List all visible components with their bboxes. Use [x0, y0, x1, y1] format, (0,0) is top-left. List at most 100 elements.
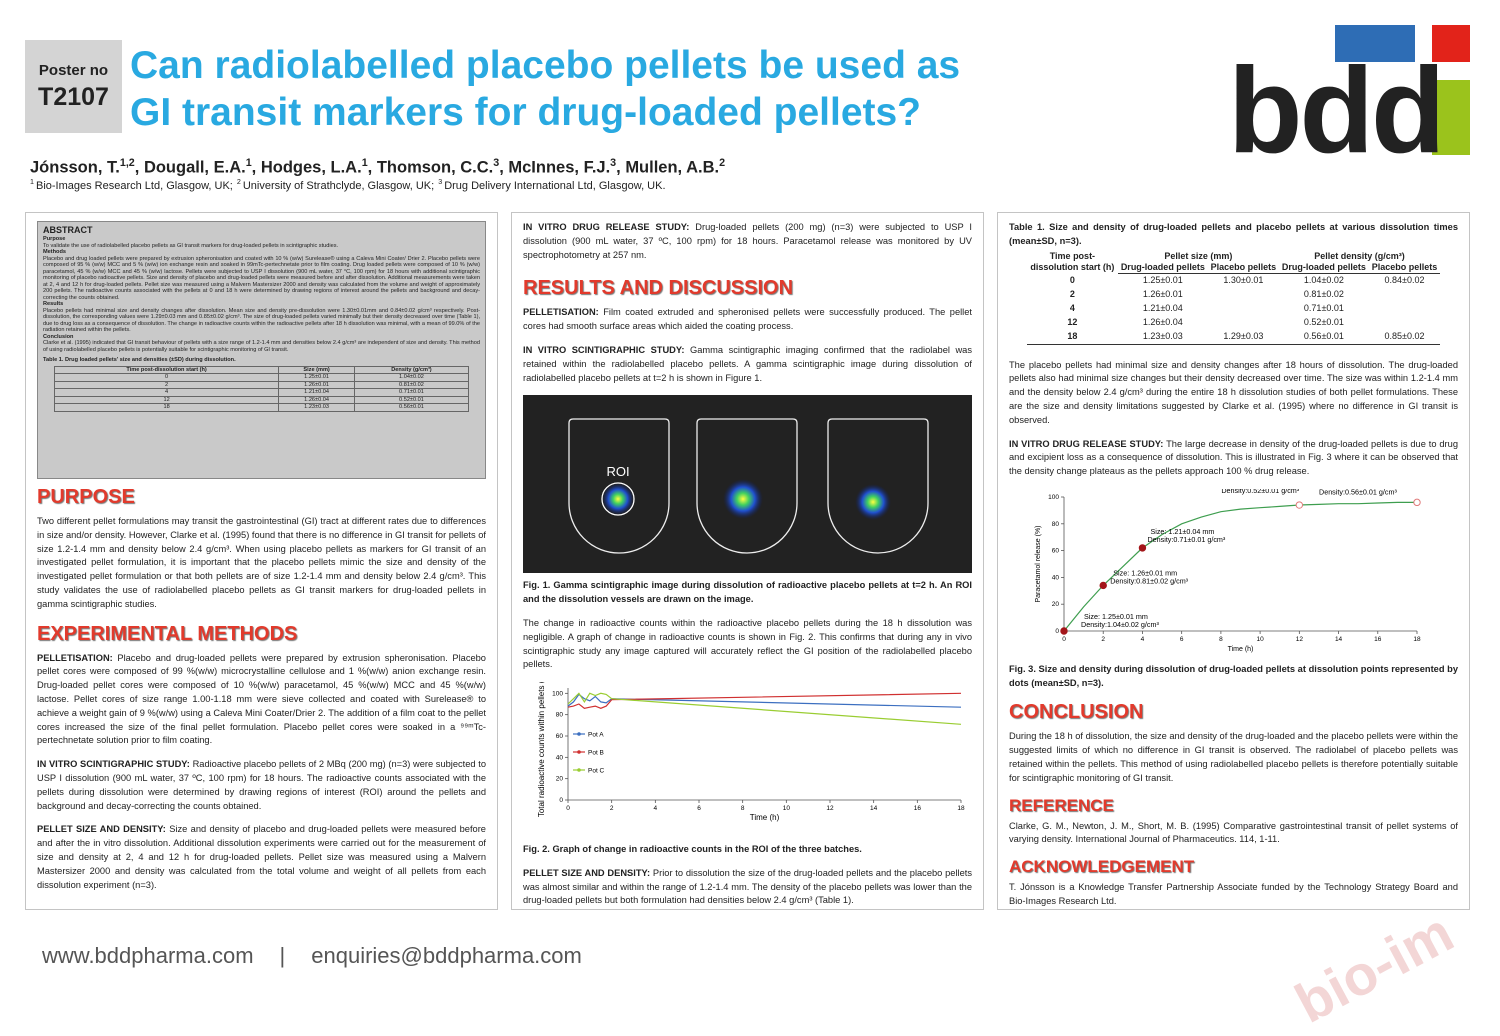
table-row: 4 1.21±0.04 0.71±0.01 — [1027, 302, 1440, 316]
legend-label: Pot C — [588, 768, 605, 775]
table-header-cell: Size (mm) — [278, 365, 355, 374]
paragraph-label: PELLET SIZE AND DENSITY: — [37, 824, 166, 835]
paragraph: PELLETISATION: Film coated extruded and … — [523, 306, 972, 334]
table-cell: 1.26±0.01 — [278, 380, 355, 389]
legend-marker — [577, 732, 581, 736]
legend-label: Pot B — [588, 750, 604, 757]
x-tick-label: 12 — [1296, 636, 1304, 643]
dissolution-point — [1060, 627, 1068, 635]
section-heading: EXPERIMENTAL METHODS — [37, 622, 298, 645]
logo-block-green — [1432, 80, 1470, 155]
column-middle: IN VITRO DRUG RELEASE STUDY: Drug-loaded… — [511, 212, 984, 910]
pellet-signal — [602, 483, 634, 516]
table-subheader-cell: Drug-loaded pellets — [1117, 261, 1208, 274]
vessel — [696, 418, 798, 554]
vessel — [568, 418, 670, 554]
y-tick-label: 20 — [1052, 601, 1060, 608]
y-tick-label: 60 — [556, 733, 564, 740]
abstract: ABSTRACT Purpose To validate the use of r… — [37, 221, 486, 479]
legend-label: Pot A — [588, 732, 604, 739]
y-tick-label: 80 — [1052, 521, 1060, 528]
paragraph-label: IN VITRO DRUG RELEASE STUDY: — [523, 222, 690, 232]
table-cell: 4 — [53, 388, 280, 397]
abstract-section-heading: Results — [43, 301, 64, 307]
table-cell — [1208, 302, 1279, 316]
paragraph: IN VITRO SCINTIGRAPHIC STUDY: Gamma scin… — [523, 344, 972, 385]
table-header-cell: Pellet density (g/cm³) — [1314, 250, 1405, 261]
affiliation-text: University of Strathclyde, Glasgow, UK; — [242, 179, 435, 192]
paragraph-text: Radioactive placebo pellets of 2 MBq (20… — [37, 759, 486, 811]
x-tick-label: 16 — [914, 805, 922, 812]
section-heading: PURPOSE — [37, 486, 135, 508]
title: Can radiolabelled placebo pellets be use… — [130, 42, 960, 136]
annotation-density: Density:0.71±0.01 g/cm³ — [1147, 535, 1225, 544]
data-line — [567, 692, 962, 726]
table-cell: 1.29±0.03 — [1207, 329, 1279, 345]
x-tick-label: 16 — [1374, 636, 1382, 643]
table-1: Time post-dissolution start (h) Pellet si… — [1026, 250, 1441, 345]
affiliation-index: 2 — [236, 178, 241, 186]
table-row: 12 1.26±0.04 0.52±0.01 — [53, 395, 470, 404]
table-cell — [1208, 316, 1279, 330]
table-cell: 2 — [53, 380, 280, 389]
author-separator: , — [134, 158, 144, 177]
abstract-section-text: Placebo and drug loaded pellets were pre… — [43, 255, 480, 301]
x-tick-label: 10 — [1256, 636, 1264, 643]
affiliation-text: Bio-Images Research Ltd, Glasgow, UK; — [35, 179, 233, 192]
table-header-cell: Time post-dissolution start (h) — [1030, 250, 1115, 272]
y-tick-label: 100 — [1048, 494, 1059, 501]
table-cell: 1.21±0.04 — [1142, 303, 1183, 314]
figure-2: 0 2 4 6 8 10 12 14 16 18 0 20 40 60 80 100 Time (h) Total… — [537, 671, 965, 822]
x-tick-label: 2 — [1101, 636, 1105, 643]
abstract-table: Time post-dissolution start (h) Size (mm)… — [53, 365, 470, 412]
paragraph: PELLET SIZE AND DENSITY: Prior to dissol… — [523, 867, 972, 908]
y-tick-label: 0 — [1055, 628, 1059, 635]
author-name: Mullen, A.B. — [625, 158, 720, 177]
author-separator: , — [251, 158, 261, 177]
author-separator: , — [499, 158, 509, 177]
paragraph-text: Prior to dissolution the size of the dru… — [523, 867, 972, 906]
table-header-cell: Density (g/cm³) — [353, 365, 470, 374]
author-name: Jónsson, T. — [30, 158, 120, 177]
annotation-density: Density:1.04±0.02 g/cm³ — [1081, 620, 1159, 629]
table-cell: 18 — [1026, 329, 1118, 345]
y-tick-label: 80 — [556, 712, 564, 719]
footer: www.bddpharma.com | enquiries@bddpharma.co… — [42, 943, 608, 969]
abstract-section-heading: Purpose — [43, 236, 66, 242]
table-cell: 0.56±0.01 — [1278, 329, 1369, 345]
watermark: bio-im — [1285, 900, 1463, 1035]
affiliation-index: 1 — [30, 178, 34, 186]
table-cell: 12 — [1067, 317, 1078, 328]
table-cell: 1.04±0.02 — [353, 373, 470, 382]
table-cell: 1.26±0.04 — [1142, 317, 1183, 328]
dissolution-point — [1099, 581, 1107, 590]
x-tick-label: 6 — [1180, 636, 1184, 643]
figure-caption: Fig. 2. Graph of change in radioactive c… — [523, 843, 862, 854]
table-cell: 1.21±0.04 — [278, 388, 355, 397]
legend-marker — [577, 750, 581, 754]
table-header-row: Drug-loaded pellets Placebo pellets Drug-l… — [1027, 261, 1441, 274]
x-tick-label: 4 — [654, 805, 658, 812]
affiliations: 1 Bio-Images Research Ltd, Glasgow, UK; 2 U… — [30, 178, 670, 192]
paragraph: T. Jónsson is a Knowledge Transfer Partn… — [1009, 882, 1458, 906]
section-heading: REFERENCE — [1009, 795, 1114, 815]
table-cell: 18 — [53, 403, 280, 412]
table-cell: 0.71±0.01 — [353, 388, 470, 397]
x-axis-label: Time (h) — [1228, 646, 1254, 653]
poster-number-box: Poster no T2107 — [25, 40, 122, 133]
y-axis-label: Total radioactive counts within pellets … — [537, 682, 546, 817]
logo-block-red — [1432, 25, 1470, 62]
poster-number: T2107 — [38, 83, 109, 111]
table-row: 4 1.21±0.04 0.71±0.01 — [53, 388, 470, 397]
y-axis-label: Paracetamol release (%) — [1035, 525, 1042, 602]
table-row: 0 1.25±0.01 1.04±0.02 — [53, 373, 470, 382]
data-line — [567, 693, 962, 708]
table-cell: 4 — [1069, 303, 1075, 314]
table-cell: 0.84±0.02 — [1384, 275, 1425, 286]
paragraph-text: Gamma scintigraphic imaging confirmed th… — [523, 344, 972, 383]
paragraph-label: IN VITRO SCINTIGRAPHIC STUDY: — [37, 759, 190, 770]
figure-caption: Fig. 3. Size and density during dissolut… — [1009, 663, 1458, 688]
abstract-section-heading: Conclusion — [43, 333, 74, 340]
affiliation-index: 3 — [438, 178, 443, 186]
table-cell: 1.26±0.04 — [278, 395, 355, 404]
